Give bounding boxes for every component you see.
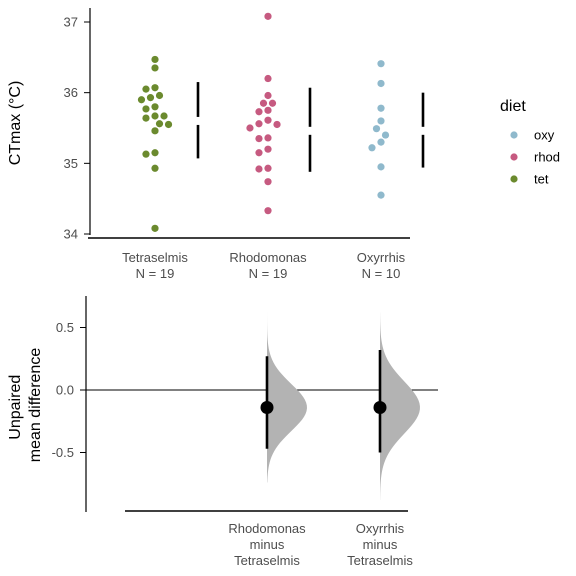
- y-tick-label: 0.5: [56, 320, 74, 335]
- bootstrap-distributions: [267, 311, 420, 500]
- data-point-oxy: [377, 117, 385, 125]
- legend-items: oxy rhod tet: [510, 128, 560, 187]
- data-point-tet: [151, 84, 159, 92]
- data-point-oxy: [377, 163, 385, 171]
- data-point-oxy: [377, 104, 385, 112]
- data-point-tet: [160, 112, 168, 120]
- legend: diet oxy rhod tet: [500, 98, 560, 187]
- effect-size-ci: [260, 350, 387, 453]
- data-point-rhod: [264, 164, 272, 172]
- bootstrap-distribution: [267, 311, 307, 483]
- y-tick-group-bottom: -0.5 0.0 0.5: [52, 320, 86, 460]
- data-point-tet: [142, 114, 150, 122]
- data-point-rhod: [273, 120, 281, 129]
- data-point-tet: [142, 150, 150, 158]
- x-tick-label: Rhodomonas: [229, 250, 307, 265]
- data-point-rhod: [255, 165, 263, 173]
- data-point-oxy: [377, 138, 385, 146]
- y-tick-label: 36: [64, 85, 78, 100]
- data-point-tet: [151, 64, 159, 72]
- y-tick-label: -0.5: [52, 445, 74, 460]
- legend-title: diet: [500, 98, 526, 115]
- data-point-rhod: [255, 108, 263, 116]
- x-tick-label: Tetraselmis: [347, 553, 413, 568]
- data-point-rhod: [264, 74, 272, 83]
- bootstrap-distribution: [380, 312, 420, 500]
- legend-key-rhod: [510, 153, 518, 161]
- contrast-panel: -0.50.00.5 RhodomonasminusTetraselmisOxy…: [7, 296, 438, 568]
- data-point-rhod: [246, 124, 254, 132]
- x-tick-label: Tetraselmis: [234, 553, 300, 568]
- x-tick-label: Oxyrrhis: [356, 521, 405, 536]
- data-point-rhod: [264, 207, 272, 215]
- data-point-oxy: [377, 191, 385, 199]
- data-point-rhod: [264, 116, 272, 124]
- data-point-tet: [142, 105, 150, 113]
- data-points: [137, 12, 390, 232]
- data-point-tet: [151, 127, 159, 135]
- data-point-tet: [155, 91, 164, 100]
- y-axis-title-line-1: Unpaired: [7, 375, 24, 440]
- data-point-oxy: [377, 60, 385, 68]
- data-point-tet: [151, 103, 159, 111]
- x-tick-label: minus: [363, 537, 398, 552]
- x-tick-label: Oxyrrhis: [357, 250, 406, 265]
- data-point-tet: [155, 120, 164, 128]
- y-axis-title-bottom: Unpaired mean difference: [7, 348, 44, 463]
- data-point-tet: [151, 149, 159, 157]
- x-tick-sample-size: N = 19: [249, 266, 288, 281]
- data-point-oxy: [368, 144, 376, 152]
- legend-key-tet: [510, 175, 518, 183]
- data-point-oxy: [377, 79, 385, 88]
- data-point-tet: [142, 85, 150, 93]
- data-point-rhod: [259, 99, 268, 107]
- x-tick-sample-size: N = 10: [362, 266, 401, 281]
- data-point-rhod: [255, 120, 263, 128]
- x-tick-labels-bottom: RhodomonasminusTetraselmisOxyrrhisminusT…: [228, 521, 413, 568]
- data-point-oxy: [381, 131, 390, 139]
- effect-size-point: [260, 401, 274, 414]
- data-point-tet: [151, 55, 159, 64]
- data-point-tet: [146, 94, 155, 102]
- y-tick-label: 37: [64, 15, 78, 30]
- data-point-oxy: [372, 125, 381, 133]
- y-axis-title: CTmax (°C): [7, 81, 24, 166]
- effect-size-point: [373, 401, 387, 414]
- y-tick-label: 0.0: [56, 383, 74, 398]
- y-tick-label: 34: [64, 227, 78, 242]
- data-point-rhod: [264, 91, 272, 100]
- legend-label-oxy: oxy: [534, 128, 555, 143]
- data-point-tet: [151, 112, 159, 120]
- data-point-rhod: [264, 178, 272, 186]
- mean-sd-bars: [196, 82, 425, 172]
- data-point-tet: [164, 120, 173, 129]
- y-tick-group: 34 35 36 37: [64, 15, 90, 242]
- data-point-rhod: [264, 106, 272, 114]
- data-point-tet: [151, 164, 159, 172]
- legend-label-tet: tet: [534, 172, 549, 187]
- data-point-rhod: [264, 134, 272, 142]
- x-tick-label: Tetraselmis: [122, 250, 188, 265]
- data-point-tet: [151, 224, 159, 232]
- data-point-rhod: [264, 145, 272, 153]
- legend-key-oxy: [510, 131, 518, 139]
- y-axis-title-line-2: mean difference: [27, 348, 44, 463]
- data-point-tet: [137, 96, 146, 104]
- data-point-rhod: [255, 135, 263, 143]
- data-point-rhod: [255, 149, 263, 157]
- x-tick-sample-size: N = 19: [136, 266, 175, 281]
- y-tick-label: 35: [64, 156, 78, 171]
- x-tick-label: minus: [250, 537, 285, 552]
- data-point-rhod: [264, 12, 272, 20]
- legend-label-rhod: rhod: [534, 150, 560, 165]
- data-point-rhod: [268, 99, 277, 107]
- x-tick-label: Rhodomonas: [228, 521, 306, 536]
